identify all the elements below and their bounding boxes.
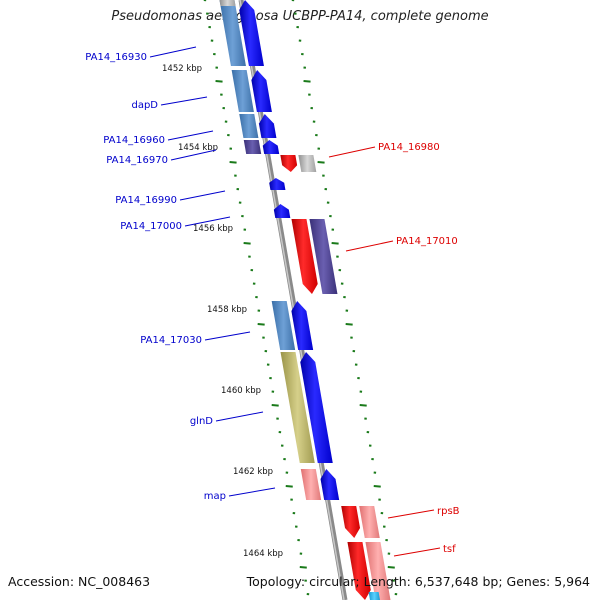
gene-label-pa14-17030[interactable]: PA14_17030 bbox=[140, 331, 251, 346]
gene-label-dapd[interactable]: dapD bbox=[131, 96, 208, 111]
scale-tick bbox=[373, 485, 381, 488]
cds-arrow-map[interactable] bbox=[320, 469, 340, 500]
scale-tick bbox=[317, 161, 325, 164]
cds-arrow-pa14-17010[interactable] bbox=[291, 219, 318, 294]
leader-line bbox=[170, 149, 217, 161]
cog-box-partial-bottom bbox=[368, 592, 380, 600]
scale-tick-label: 1462 kbp bbox=[233, 467, 273, 477]
leader-line bbox=[204, 331, 251, 341]
cds-arrow-pa14-16990[interactable] bbox=[269, 178, 286, 190]
feature-layer bbox=[219, 0, 391, 600]
gene-label-pa14-17000[interactable]: PA14_17000 bbox=[120, 216, 231, 232]
gene-name: PA14_16970 bbox=[106, 155, 168, 166]
cog-box-pa14-16970 bbox=[243, 140, 262, 154]
cds-arrow-pa14-16960[interactable] bbox=[258, 114, 277, 138]
forward-gene-labels: PA14_16930 dapD PA14_16960 PA14_16970 PA… bbox=[85, 46, 276, 502]
reverse-gene-labels: PA14_16980 PA14_17010 rpsB tsf bbox=[328, 142, 460, 557]
scale-labels: 1452 kbp 1454 kbp 1456 kbp 1458 kbp 1460… bbox=[162, 64, 283, 559]
scale-tick-label: 1454 kbp bbox=[178, 143, 218, 153]
cds-arrow-rpsb[interactable] bbox=[341, 506, 361, 538]
scale-tick bbox=[229, 161, 237, 164]
genome-summary-text: Topology: circular; Length: 6,537,648 bp… bbox=[246, 574, 590, 589]
gene-name: glnD bbox=[190, 416, 213, 427]
cog-box-rpsb bbox=[359, 506, 380, 538]
leader-line bbox=[387, 509, 435, 519]
scale-tick-label: 1464 kbp bbox=[243, 549, 283, 559]
cds-arrow-pa14-17000[interactable] bbox=[273, 204, 291, 218]
gene-name: dapD bbox=[131, 100, 158, 111]
cds-arrow-tsf[interactable] bbox=[347, 542, 371, 600]
leader-line bbox=[345, 240, 394, 252]
gene-name: map bbox=[204, 491, 226, 502]
cog-box-glnd bbox=[280, 352, 315, 463]
gene-label-pa14-16990[interactable]: PA14_16990 bbox=[115, 190, 226, 206]
gene-label-pa14-16980[interactable]: PA14_16980 bbox=[328, 142, 440, 158]
gene-name: PA14_16930 bbox=[85, 52, 147, 63]
scale-tick bbox=[243, 242, 251, 245]
cog-box-partial bbox=[219, 0, 236, 6]
gene-label-rpsb[interactable]: rpsB bbox=[387, 506, 460, 519]
gene-name: rpsB bbox=[437, 506, 460, 517]
scale-tick bbox=[215, 80, 223, 83]
accession-text: Accession: NC_008463 bbox=[8, 574, 151, 589]
cog-box-dapd bbox=[231, 70, 254, 112]
cog-box-pa14-16960 bbox=[239, 114, 259, 138]
scale-tick-label: 1458 kbp bbox=[207, 305, 247, 315]
cog-box-tsf bbox=[365, 542, 391, 600]
gene-label-tsf[interactable]: tsf bbox=[393, 544, 456, 557]
cds-arrow-pa14-16930[interactable] bbox=[239, 0, 264, 66]
leader-line bbox=[160, 96, 208, 106]
cog-box-pa14-17010 bbox=[309, 219, 338, 294]
scale-tick bbox=[299, 566, 307, 569]
scale-tick-label: 1452 kbp bbox=[162, 64, 202, 74]
scale-tick bbox=[345, 323, 353, 326]
gene-name: PA14_17000 bbox=[120, 221, 182, 232]
scale-tick bbox=[331, 242, 339, 245]
cds-arrow-dapd[interactable] bbox=[251, 70, 272, 112]
gene-label-pa14-16930[interactable]: PA14_16930 bbox=[85, 46, 197, 63]
cog-box-pa14-16930 bbox=[219, 0, 246, 66]
leader-line bbox=[328, 146, 376, 158]
scale-tick bbox=[271, 404, 279, 407]
leader-line bbox=[215, 411, 264, 422]
gene-label-pa14-16960[interactable]: PA14_16960 bbox=[103, 130, 214, 146]
map-title: Pseudomonas aeruginosa UCBPP-PA14, compl… bbox=[111, 9, 489, 24]
scale-tick bbox=[285, 485, 293, 488]
leader-line bbox=[149, 46, 197, 58]
gene-label-glnd[interactable]: glnD bbox=[190, 411, 264, 427]
scale-tick-label: 1460 kbp bbox=[221, 386, 261, 396]
cog-box-pa14-16980 bbox=[298, 155, 317, 172]
cds-arrow-glnd[interactable] bbox=[300, 352, 333, 463]
gene-label-map[interactable]: map bbox=[204, 487, 276, 502]
leader-line bbox=[228, 487, 276, 497]
scale-tick-label: 1456 kbp bbox=[193, 224, 233, 234]
cds-arrow-pa14-17030[interactable] bbox=[291, 301, 314, 350]
scale-tick bbox=[359, 404, 367, 407]
cds-arrow-pa14-16970[interactable] bbox=[262, 140, 280, 154]
gene-name: PA14_16990 bbox=[115, 195, 177, 206]
scale-tick bbox=[257, 323, 265, 326]
gene-name: tsf bbox=[443, 544, 456, 555]
scale-tick bbox=[303, 80, 311, 83]
gene-name: PA14_17010 bbox=[396, 236, 458, 247]
leader-line bbox=[184, 216, 231, 227]
leader-line bbox=[167, 130, 214, 141]
gene-name: PA14_16960 bbox=[103, 135, 165, 146]
cog-box-map bbox=[300, 469, 322, 500]
leader-line bbox=[393, 547, 441, 557]
cds-arrow-pa14-16980[interactable] bbox=[280, 155, 298, 172]
gene-label-pa14-16970[interactable]: PA14_16970 bbox=[106, 149, 217, 166]
tick-tracks bbox=[203, 0, 398, 596]
gene-name: PA14_16980 bbox=[378, 142, 440, 153]
scale-tick bbox=[387, 566, 395, 569]
cog-box-pa14-17030 bbox=[271, 301, 296, 350]
gene-label-pa14-17010[interactable]: PA14_17010 bbox=[345, 236, 458, 252]
leader-line bbox=[179, 190, 226, 201]
gene-name: PA14_17030 bbox=[140, 335, 202, 346]
